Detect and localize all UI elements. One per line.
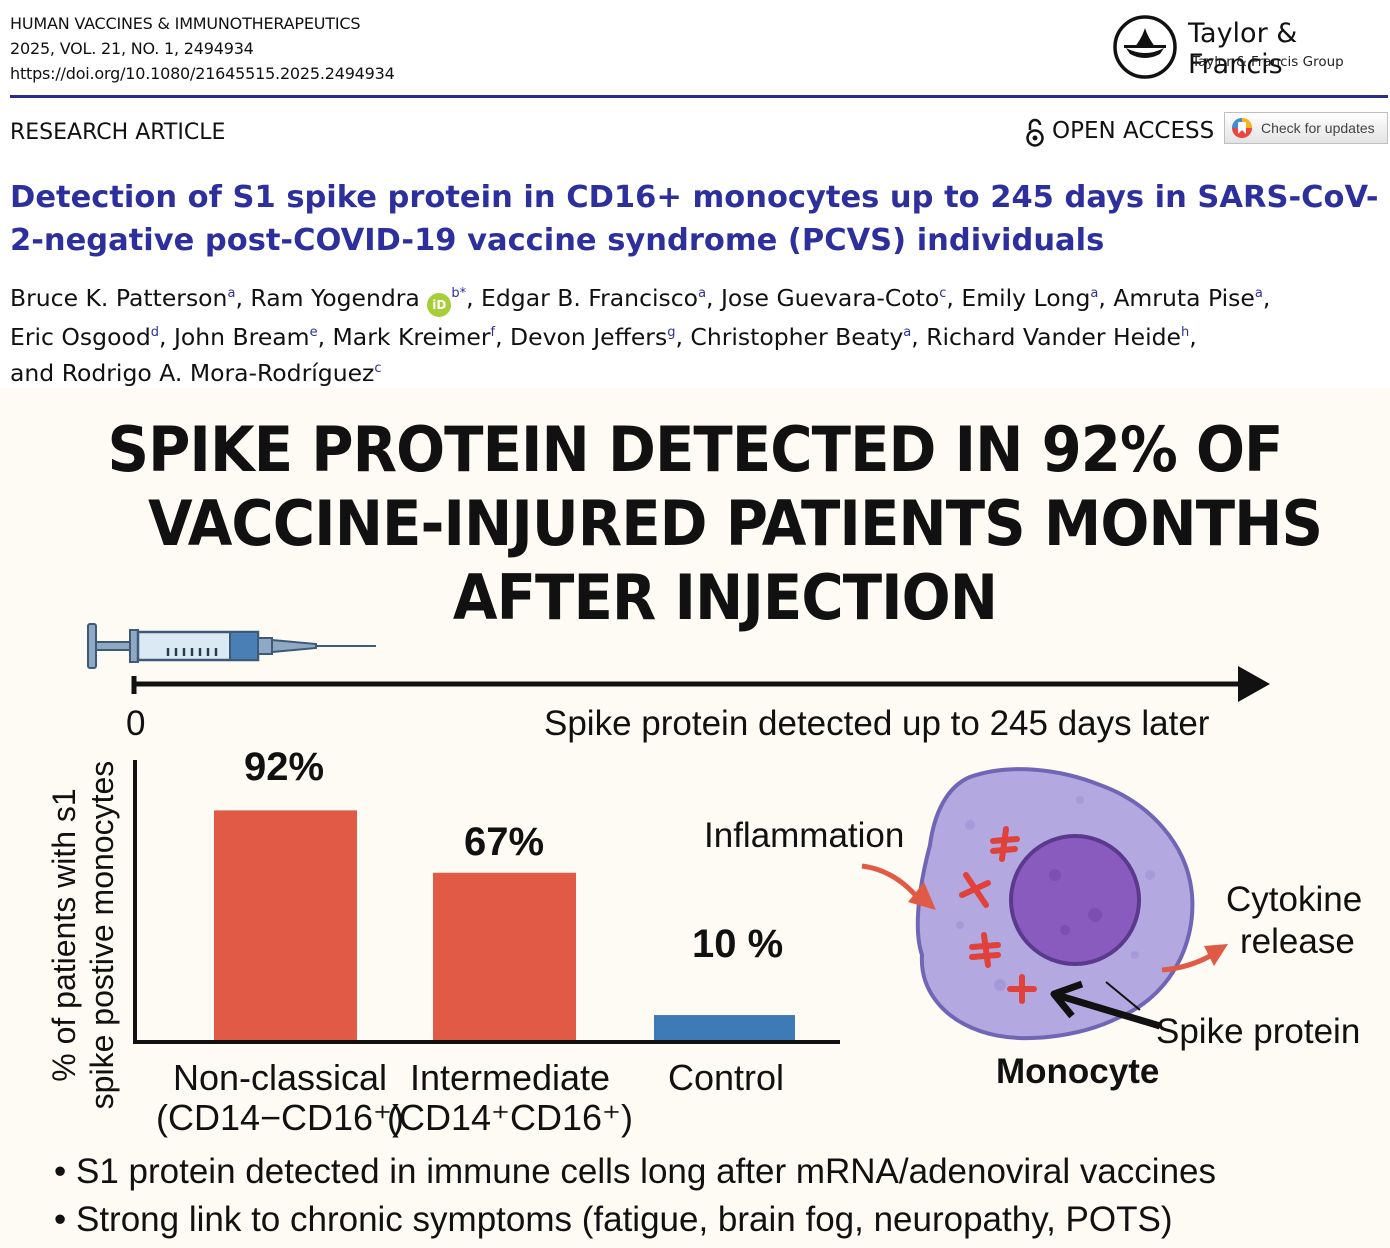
category-label-line-2: (CD14⁺CD16⁺) <box>386 1097 634 1138</box>
author-list: Bruce K. Pattersona, Ram Yogendra iDb*, … <box>10 283 1271 387</box>
author-affiliation: a <box>1090 286 1099 301</box>
y-axis-label-line-2: spike postive monocytes <box>84 760 120 1110</box>
author-affiliation: f <box>490 324 496 340</box>
author-affiliation: e <box>309 324 318 340</box>
orcid-icon[interactable]: iD <box>427 292 452 317</box>
cell-nucleus <box>1009 834 1141 966</box>
category-label-line-1: Intermediate <box>409 1057 611 1098</box>
author-name[interactable]: Richard Vander Heide <box>926 322 1181 351</box>
author-affiliation: a <box>1254 286 1263 301</box>
publisher-group: Taylor & Francis Group <box>1192 54 1344 70</box>
inflammation-arrow-icon <box>861 863 936 910</box>
author-name[interactable]: Amruta Pise <box>1113 283 1255 312</box>
timeline-arrow <box>131 666 1270 702</box>
bullet-item: • Strong link to chronic symptoms (fatig… <box>54 1200 1173 1239</box>
author-name[interactable]: Emily Long <box>961 283 1091 312</box>
category-label: Intermediate (CD14⁺CD16⁺) <box>380 1058 640 1138</box>
bullet-text: S1 protein detected in immune cells long… <box>75 1152 1216 1191</box>
author-name[interactable]: Bruce K. Patterson <box>10 283 228 312</box>
timeline-start: 0 <box>126 704 146 743</box>
cytokine-label-line-1: Cytokine <box>1226 880 1363 919</box>
author-name[interactable]: John Bream <box>173 322 310 351</box>
headline-line-2: VACCINE-INJURED PATIENTS MONTHS <box>147 487 1323 560</box>
author-name[interactable]: Rodrigo A. Mora-Rodríguez <box>61 358 375 387</box>
paper-title-line-2: 2-negative post-COVID-19 vaccine syndrom… <box>10 223 1105 258</box>
spike-protein-markers <box>959 826 1037 1004</box>
journal-volume: 2025, VOL. 21, NO. 1, 2494934 <box>10 39 254 58</box>
y-axis-label: % of patients with s1 spike postive mono… <box>45 725 125 1145</box>
doi-link[interactable]: https://doi.org/10.1080/21645515.2025.24… <box>10 64 395 83</box>
inflammation-label: Inflammation <box>704 816 905 855</box>
author-name[interactable]: Devon Jeffers <box>510 322 668 351</box>
author-affiliation: h <box>1180 324 1190 340</box>
category-label-line-1: Control <box>667 1057 785 1098</box>
header-rule <box>10 95 1388 98</box>
spike-protein-pointer-icon <box>1050 980 1162 1030</box>
cytokine-arrow-icon <box>1161 944 1228 973</box>
paper-title: Detection of S1 spike protein in CD16+ m… <box>10 176 1380 262</box>
author-affiliation: c <box>374 360 382 376</box>
paper-title-line-1: Detection of S1 spike protein in CD16+ m… <box>10 180 1379 215</box>
author-affiliation: b* <box>451 286 467 301</box>
category-label: Control <box>606 1058 846 1098</box>
check-updates-label: Check for updates <box>1261 120 1375 136</box>
bar-2 <box>433 872 576 1040</box>
syringe-icon <box>87 623 376 669</box>
author-name[interactable]: Eric Osgood <box>10 322 151 351</box>
check-for-updates-button[interactable]: Check for updates <box>1224 112 1388 144</box>
monocyte-label: Monocyte <box>996 1052 1160 1091</box>
author-conjunction: and <box>10 358 55 387</box>
author-affiliation: d <box>150 324 160 340</box>
open-access-lock-icon <box>1026 118 1044 147</box>
category-label: Non-classical (CD14−CD16⁺) <box>150 1058 410 1138</box>
bar-chart <box>133 760 840 1044</box>
author-affiliation: a <box>903 324 912 340</box>
author-name[interactable]: Mark Kreimer <box>332 322 491 351</box>
publisher-name: Taylor & Francis <box>1188 18 1298 80</box>
open-access-label: OPEN ACCESS <box>1052 118 1215 144</box>
author-name[interactable]: Jose Guevara-Coto <box>720 283 940 312</box>
check-updates-icon <box>1232 118 1252 138</box>
author-affiliation: a <box>698 286 707 301</box>
journal-name: HUMAN VACCINES & IMMUNOTHERAPEUTICS <box>10 14 361 33</box>
bar-value-label: 67% <box>464 820 545 864</box>
y-axis-label-line-1: % of patients with s1 <box>46 788 82 1082</box>
bar-value-label: 10 % <box>692 922 784 966</box>
spike-protein-label: Spike protein <box>1156 1012 1361 1051</box>
author-affiliation: a <box>227 286 236 301</box>
bullet-text: Strong link to chronic symptoms (fatigue… <box>75 1200 1173 1239</box>
bullet-item: • S1 protein detected in immune cells lo… <box>54 1152 1216 1191</box>
bar-value-label: 92% <box>244 745 325 789</box>
author-affiliation: c <box>939 286 947 301</box>
cytokine-label-line-2: release <box>1240 922 1355 961</box>
category-label-line-1: Non-classical <box>172 1057 388 1098</box>
author-affiliation: g <box>667 324 676 340</box>
author-name[interactable]: Edgar B. Francisco <box>481 283 699 312</box>
timeline-label: Spike protein detected up to 245 days la… <box>544 704 1210 743</box>
monocyte-cell-illustration <box>915 767 1195 1040</box>
article-type: RESEARCH ARTICLE <box>10 120 226 145</box>
headline-line-1: SPIKE PROTEIN DETECTED IN 92% OF <box>107 413 1283 486</box>
bar-1 <box>214 810 357 1040</box>
headline-line-3: AFTER INJECTION <box>452 561 998 634</box>
author-name[interactable]: Christopher Beaty <box>690 322 904 351</box>
author-name[interactable]: Ram Yogendra <box>250 283 420 312</box>
category-label-line-2: (CD14−CD16⁺) <box>155 1097 405 1138</box>
taylor-francis-logo-icon <box>1113 15 1177 79</box>
bar-3 <box>654 1015 795 1040</box>
